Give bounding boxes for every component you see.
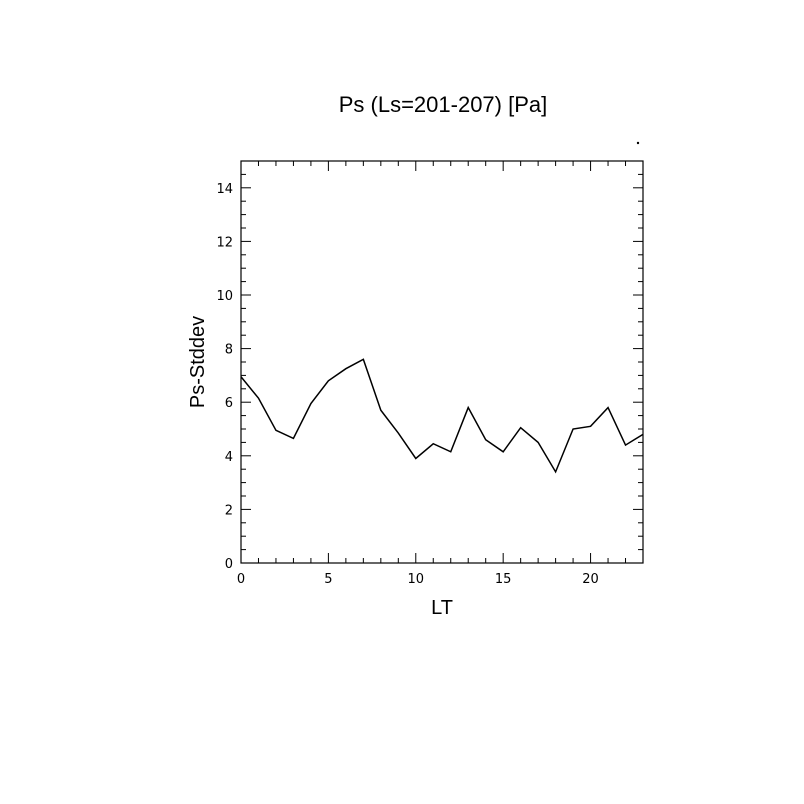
x-axis: 0 5 10 15 20 xyxy=(237,161,644,587)
chart-title: Ps (Ls=201-207) [Pa] xyxy=(339,92,548,117)
y-axis: 0 2 4 6 8 10 12 14 xyxy=(216,160,643,572)
y-tick-label: 14 xyxy=(216,182,233,197)
y-tick-label: 0 xyxy=(225,557,233,572)
y-axis-label: Ps-Stddev xyxy=(187,316,209,408)
x-tick-label: 15 xyxy=(495,572,512,587)
y-tick-label: 12 xyxy=(216,235,233,250)
y-tick-label: 8 xyxy=(225,343,233,358)
y-tick-label: 4 xyxy=(225,450,233,465)
x-tick-label: 0 xyxy=(237,572,245,587)
plot-frame xyxy=(240,160,644,564)
y-tick-label: 10 xyxy=(216,289,233,304)
series-line xyxy=(240,358,644,474)
x-axis-label: LT xyxy=(431,597,453,619)
x-tick-label: 20 xyxy=(582,572,599,587)
y-tick-label: 6 xyxy=(225,396,233,411)
y-tick-label: 2 xyxy=(225,503,233,518)
series-layer xyxy=(240,358,644,474)
corner-dot xyxy=(636,141,640,145)
x-tick-label: 10 xyxy=(408,572,425,587)
x-tick-label: 5 xyxy=(324,572,332,587)
